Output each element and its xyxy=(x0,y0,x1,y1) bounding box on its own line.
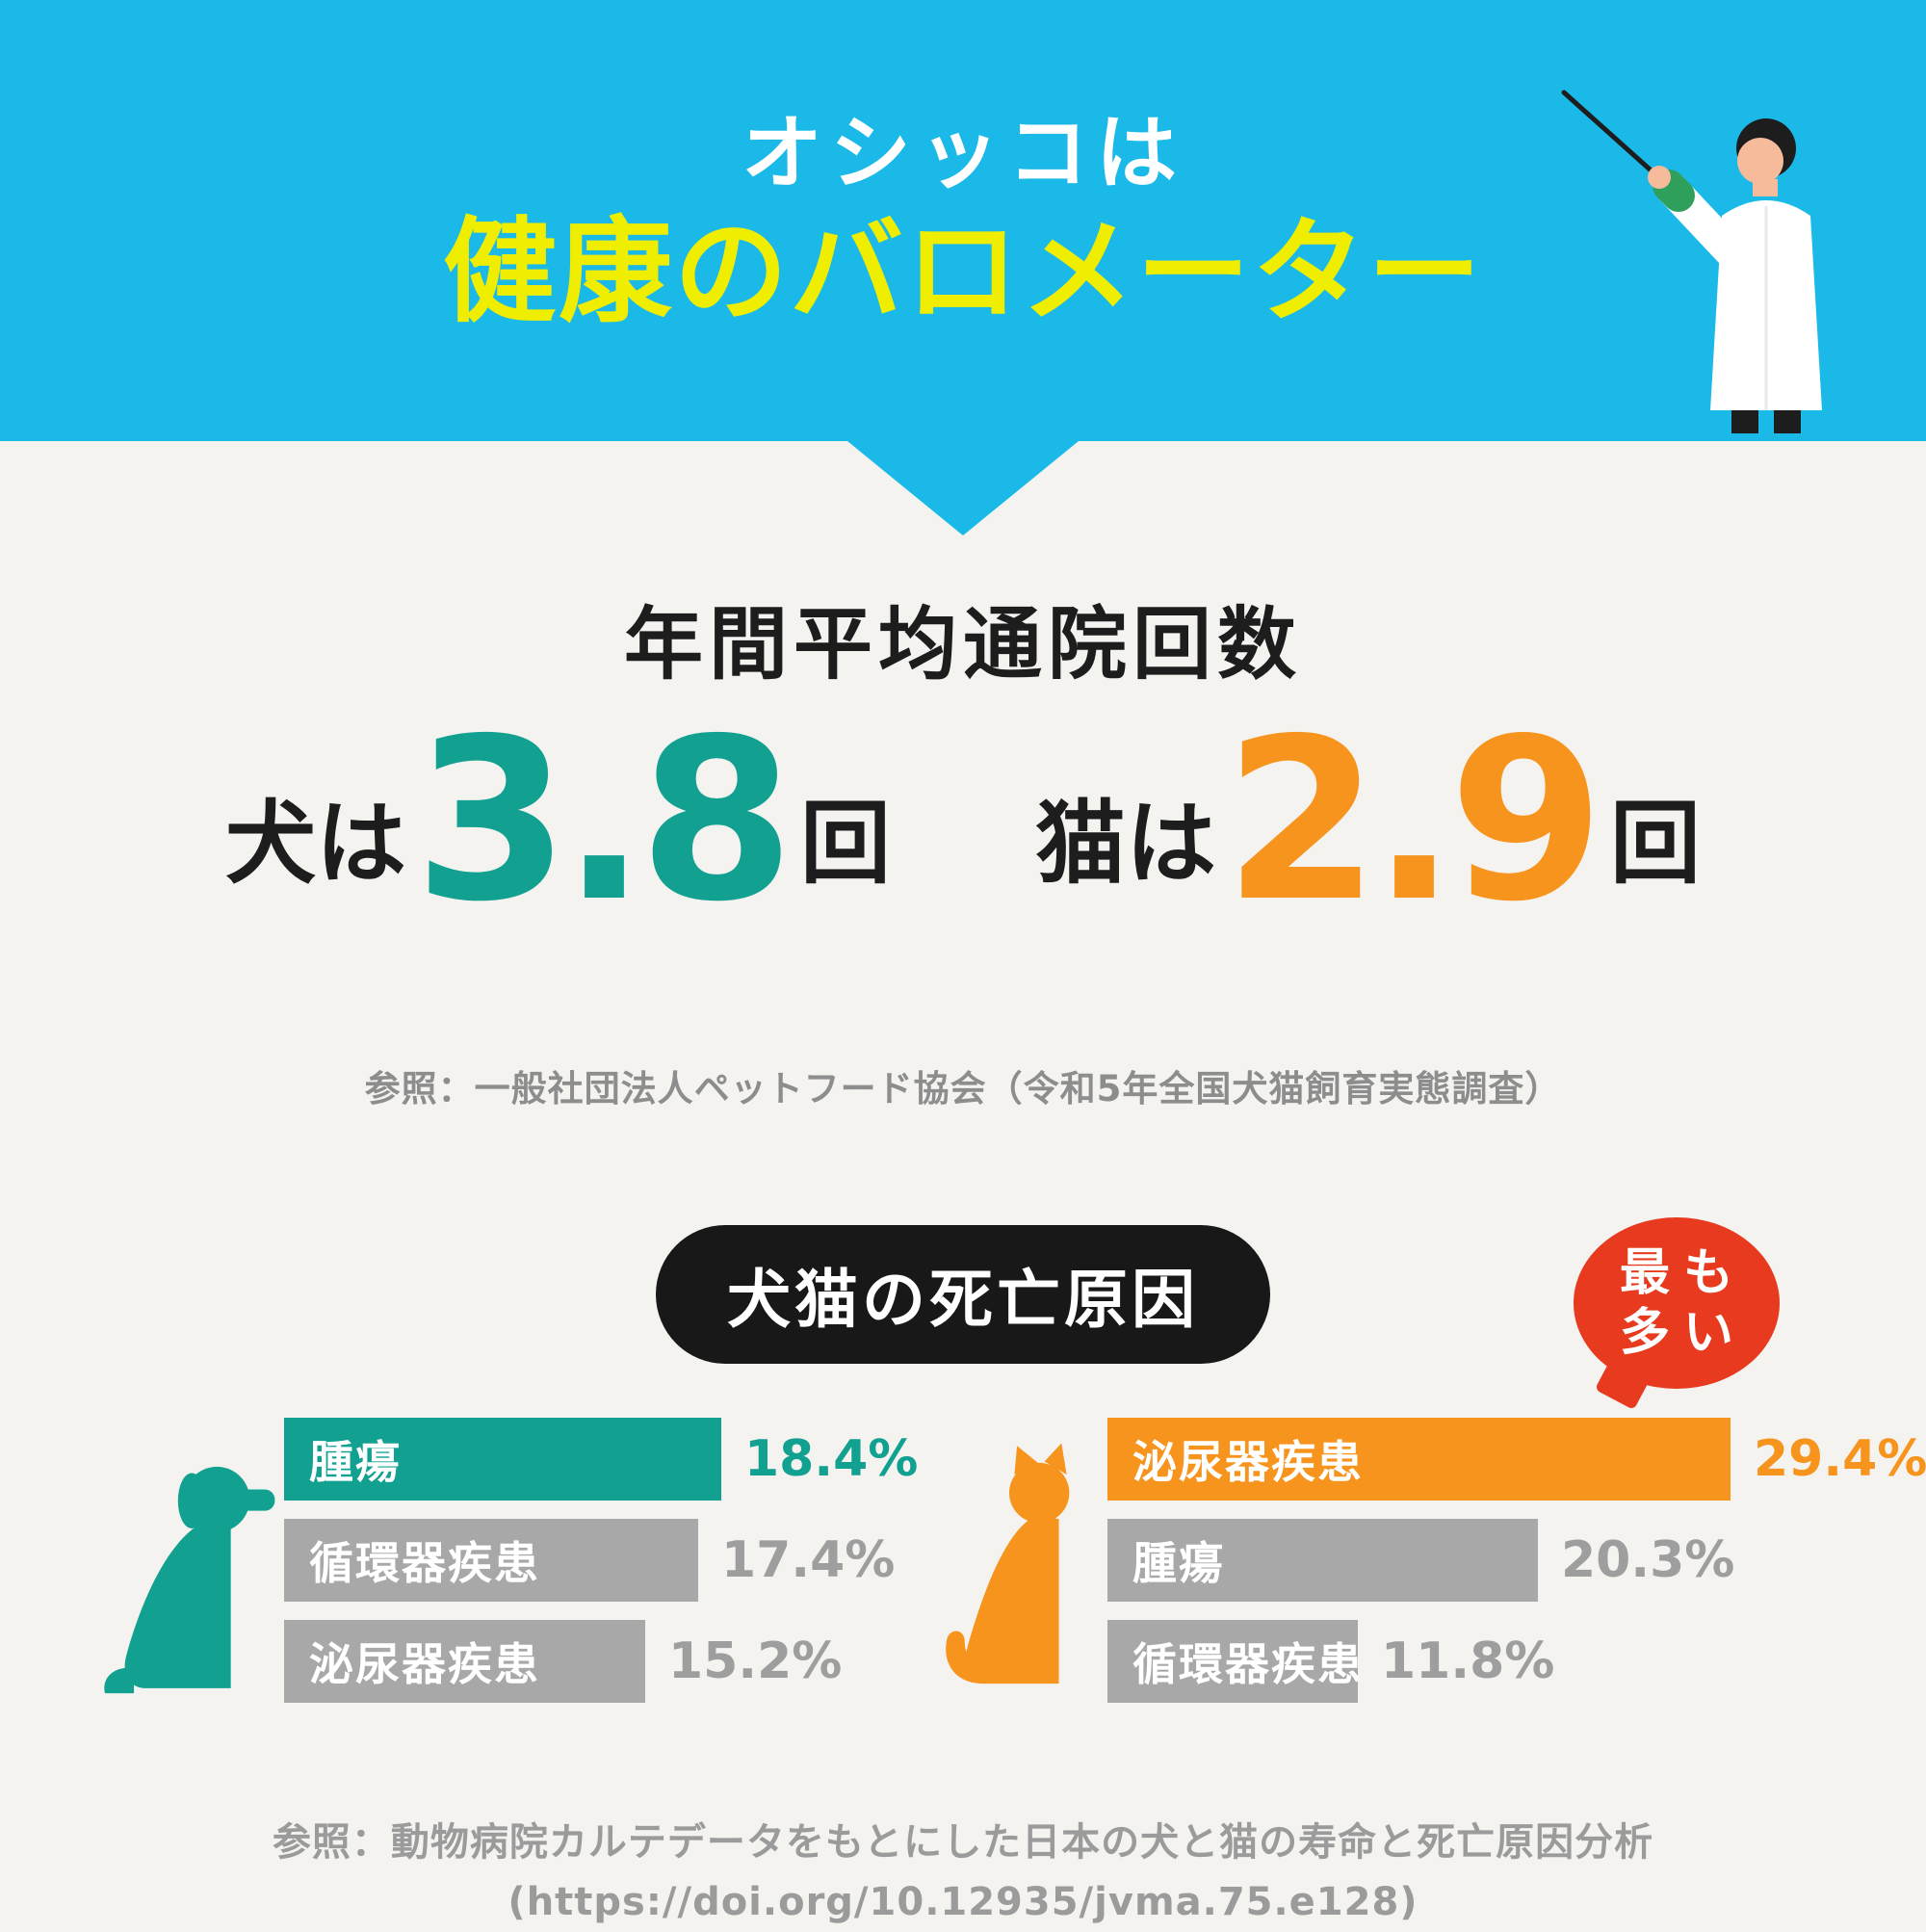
dog-bar-3: 泌尿器疾患 xyxy=(284,1620,645,1703)
bar-value: 11.8% xyxy=(1381,1632,1555,1690)
dog-visit-unit: 回 xyxy=(799,792,891,898)
bar-row: 腫瘍 20.3% xyxy=(1107,1519,1926,1602)
dog-icon xyxy=(104,1466,275,1694)
dog-bar-1: 腫瘍 xyxy=(284,1418,721,1501)
doctor-cuff xyxy=(1653,170,1695,212)
dog-bar-2: 循環器疾患 xyxy=(284,1519,698,1602)
doctor-leg-right xyxy=(1774,410,1801,433)
doctor-face xyxy=(1737,138,1783,184)
most-common-badge: 最も 多い xyxy=(1574,1217,1780,1389)
header-title-line2: 健康のバロメーター xyxy=(442,205,1483,338)
bar-value: 18.4% xyxy=(744,1430,919,1488)
causes-source-line2: (https://doi.org/10.12935/jvma.75.e128) xyxy=(508,1880,1418,1924)
bar-category-label: 腫瘍 xyxy=(1132,1537,1225,1589)
dog-death-causes-chart: 腫瘍 18.4% 循環器疾患 17.4% 泌尿器疾患 15.2% xyxy=(284,1418,918,1721)
dog-visits-stat: 犬は 3.8 回 xyxy=(224,691,891,951)
bar-row: 循環器疾患 11.8% xyxy=(1107,1620,1926,1703)
badge-line1: 最も xyxy=(1619,1243,1747,1302)
bar-row: 泌尿器疾患 15.2% xyxy=(284,1620,918,1703)
visits-heading: 年間平均通院回数 xyxy=(623,599,1302,691)
bar-value: 20.3% xyxy=(1561,1531,1735,1589)
cat-bar-2: 腫瘍 xyxy=(1107,1519,1538,1602)
header-banner: オシッコは 健康のバロメーター xyxy=(0,0,1926,441)
bar-value: 17.4% xyxy=(721,1531,896,1589)
cat-bar-3: 循環器疾患 xyxy=(1107,1620,1362,1703)
cat-visit-unit: 回 xyxy=(1610,792,1702,898)
bar-row: 泌尿器疾患 29.4% xyxy=(1107,1418,1926,1501)
bar-category-label: 循環器疾患 xyxy=(1132,1638,1364,1690)
bar-category-label: 腫瘍 xyxy=(309,1436,402,1488)
doctor-illustration xyxy=(1561,90,1822,433)
badge-line2: 多い xyxy=(1619,1304,1747,1362)
bar-category-label: 泌尿器疾患 xyxy=(309,1638,540,1690)
cat-visit-count: 2.9 xyxy=(1224,691,1604,951)
bar-value: 29.4% xyxy=(1754,1430,1926,1488)
causes-source: 参照：動物病院カルテデータをもとにした日本の犬と猫の寿命と死亡原因分析 (htt… xyxy=(0,1813,1926,1932)
header-pointer-triangle xyxy=(847,441,1079,535)
bar-row: 循環器疾患 17.4% xyxy=(284,1519,918,1602)
cat-icon xyxy=(946,1443,1070,1684)
doctor-hand xyxy=(1648,166,1671,189)
causes-heading-pill: 犬猫の死亡原因 xyxy=(656,1225,1270,1364)
bar-value: 15.2% xyxy=(668,1632,843,1690)
doctor-neck xyxy=(1753,179,1778,196)
bar-category-label: 循環器疾患 xyxy=(309,1537,540,1589)
cat-bar-1: 泌尿器疾患 xyxy=(1107,1418,1731,1501)
pointer-stick-icon xyxy=(1561,90,1659,178)
cat-prefix-label: 猫は xyxy=(1035,792,1217,898)
dog-visit-count: 3.8 xyxy=(414,691,794,951)
cat-visits-stat: 猫は 2.9 回 xyxy=(1035,691,1702,951)
header-title-line1: オシッコは xyxy=(741,106,1184,200)
bar-category-label: 泌尿器疾患 xyxy=(1132,1436,1364,1488)
visits-stats: 犬は 3.8 回 猫は 2.9 回 xyxy=(0,691,1926,951)
bar-row: 腫瘍 18.4% xyxy=(284,1418,918,1501)
causes-source-line1: 参照：動物病院カルテデータをもとにした日本の犬と猫の寿命と死亡原因分析 xyxy=(272,1820,1654,1865)
cat-death-causes-chart: 泌尿器疾患 29.4% 腫瘍 20.3% 循環器疾患 11.8% xyxy=(1107,1418,1926,1721)
visits-source: 参照：一般社団法人ペットフード協会（令和5年全国犬猫飼育実態調査） xyxy=(364,1068,1562,1110)
dog-prefix-label: 犬は xyxy=(224,792,406,898)
doctor-leg-left xyxy=(1731,410,1758,433)
